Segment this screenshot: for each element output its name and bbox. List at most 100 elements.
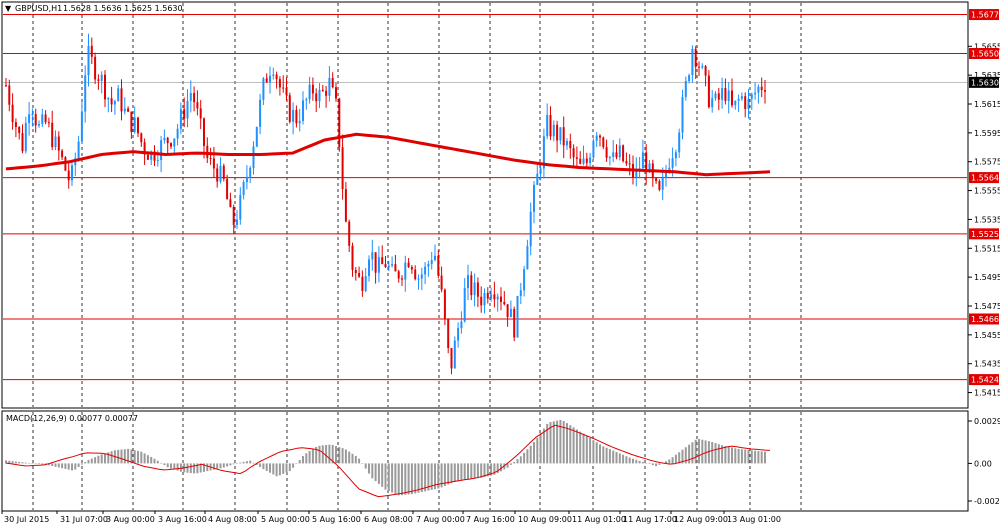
candle-body	[120, 88, 123, 112]
macd-bar	[80, 463, 83, 465]
candle-body	[750, 94, 753, 99]
candle-body	[344, 189, 347, 222]
current-price-label: 1.5630	[971, 78, 999, 87]
candle-body	[331, 78, 334, 88]
main-panel[interactable]	[1, 1, 969, 409]
candle-body	[678, 132, 681, 153]
candle-body	[447, 319, 450, 349]
macd-bar	[368, 463, 370, 474]
macd-bar	[394, 463, 397, 494]
candle-body	[747, 98, 750, 110]
macd-bar	[566, 423, 568, 464]
macd-bar	[648, 463, 651, 465]
macd-bar	[549, 422, 552, 464]
candle-body	[460, 321, 463, 329]
candle-body	[483, 292, 486, 306]
candle-body	[410, 266, 413, 270]
candle-body	[282, 87, 285, 89]
macd-bar	[11, 461, 14, 464]
candle-body	[698, 66, 700, 68]
macd-bar	[130, 449, 133, 464]
macd-bar	[523, 452, 526, 464]
candle-body	[318, 89, 321, 102]
candle-body	[595, 135, 598, 141]
macd-bar	[344, 449, 347, 464]
macd-bar	[701, 439, 704, 464]
candle-body	[694, 48, 697, 67]
macd-bar	[31, 463, 34, 464]
macd-bar	[490, 463, 493, 476]
candle-body	[453, 340, 456, 369]
macd-bar	[628, 457, 631, 464]
macd-bar	[163, 463, 166, 466]
candle-body	[31, 114, 34, 116]
macd-bar	[384, 463, 387, 490]
price-tick-label: 1.5555	[974, 187, 1000, 196]
macd-bar	[361, 463, 364, 464]
candle-body	[110, 98, 113, 105]
macd-bar	[232, 463, 235, 465]
macd-bar	[407, 463, 410, 495]
candle-body	[585, 158, 588, 163]
candle-body	[34, 114, 37, 126]
candle-body	[473, 282, 476, 296]
candle-body	[5, 85, 7, 87]
macd-bar	[387, 463, 390, 492]
current-price-tag: 1.5630	[969, 76, 999, 88]
candle-body	[519, 290, 522, 297]
macd-bar	[308, 451, 311, 464]
macd-bar	[486, 463, 489, 477]
candle-body	[463, 288, 466, 322]
candle-body	[542, 136, 545, 169]
macd-bar	[430, 463, 433, 490]
candle-body	[239, 194, 242, 220]
macd-bar	[14, 461, 17, 464]
candle-body	[24, 123, 27, 152]
candle-body	[559, 127, 562, 141]
candle-body	[61, 150, 64, 158]
macd-bar	[87, 459, 90, 464]
time-label: 30 Jul 2015	[4, 515, 49, 524]
candle-body	[668, 167, 671, 172]
candle-body	[285, 87, 288, 96]
macd-bar	[51, 463, 54, 467]
candle-body	[265, 78, 268, 83]
candle-body	[513, 308, 516, 338]
macd-bar	[5, 460, 7, 464]
macd-bar	[212, 463, 215, 470]
time-label: 7 Aug 16:00	[466, 515, 515, 524]
macd-bar	[721, 445, 724, 464]
candle-body	[47, 122, 50, 124]
macd-bar	[450, 463, 453, 484]
macd-bar	[133, 450, 136, 464]
macd-bar	[331, 444, 334, 464]
macd-bar	[731, 447, 733, 464]
candle-body	[133, 117, 136, 132]
macd-bar	[328, 444, 331, 464]
candle-body	[764, 90, 766, 92]
candle-body	[179, 109, 182, 129]
price-level-label: 1.5424	[971, 376, 999, 385]
symbol-dropdown-icon[interactable]: ▼	[5, 4, 12, 13]
macd-bar	[734, 448, 737, 464]
candle-body	[754, 92, 757, 95]
candle-body	[54, 136, 57, 148]
macd-bar	[318, 445, 321, 464]
candle-body	[325, 90, 328, 96]
candle-body	[641, 152, 644, 169]
candle-body	[645, 152, 648, 173]
macd-panel[interactable]	[1, 410, 969, 512]
candle-body	[727, 90, 730, 101]
candle-body	[420, 274, 423, 279]
macd-bar	[193, 463, 196, 474]
price-tick-label: 1.5595	[974, 129, 1000, 138]
macd-bar	[529, 445, 532, 464]
macd-label: MACD(12,26,9) 0.00077 0.00077	[6, 414, 138, 423]
price-tick-label: 1.5635	[974, 71, 1000, 80]
candle-body	[414, 269, 417, 280]
macd-bar	[556, 420, 559, 464]
candle-body	[612, 152, 615, 157]
candle-body	[622, 145, 625, 162]
macd-bar	[589, 438, 592, 464]
